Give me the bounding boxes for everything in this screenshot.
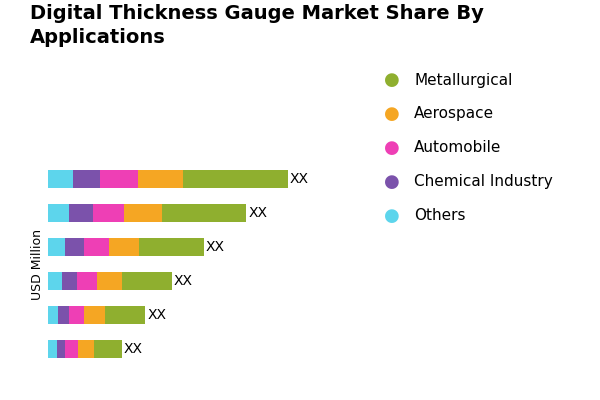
Bar [48, 238, 65, 256]
Bar [124, 204, 161, 222]
Y-axis label: USD Million: USD Million [31, 228, 44, 300]
Text: Chemical Industry: Chemical Industry [414, 174, 553, 190]
Bar [58, 306, 69, 324]
Text: XX: XX [173, 274, 193, 288]
Text: Applications: Applications [30, 28, 166, 47]
Bar [48, 306, 58, 324]
Bar [77, 272, 97, 290]
Bar [84, 238, 109, 256]
Bar [84, 306, 106, 324]
Bar [138, 170, 183, 188]
Text: Metallurgical: Metallurgical [414, 72, 512, 88]
Bar [100, 170, 138, 188]
Text: Aerospace: Aerospace [414, 106, 494, 122]
Text: ●: ● [384, 207, 400, 225]
Bar [97, 272, 122, 290]
Bar [73, 170, 100, 188]
Bar [122, 272, 172, 290]
Bar [109, 238, 139, 256]
Text: ●: ● [384, 105, 400, 123]
Text: Digital Thickness Gauge Market Share By: Digital Thickness Gauge Market Share By [30, 4, 484, 23]
Bar [65, 238, 84, 256]
Bar [48, 204, 69, 222]
Bar [69, 204, 93, 222]
Text: ●: ● [384, 139, 400, 157]
Bar [62, 272, 77, 290]
Text: XX: XX [248, 206, 268, 220]
Bar [69, 306, 84, 324]
Bar [93, 204, 124, 222]
Bar [48, 340, 57, 358]
Bar [78, 340, 94, 358]
Bar [57, 340, 65, 358]
Bar [183, 170, 287, 188]
Text: XX: XX [290, 172, 308, 186]
Text: XX: XX [206, 240, 225, 254]
Text: ●: ● [384, 71, 400, 89]
Bar [48, 170, 73, 188]
Bar [106, 306, 145, 324]
Text: Automobile: Automobile [414, 140, 502, 156]
Text: XX: XX [124, 342, 143, 356]
Bar [48, 272, 62, 290]
Text: ●: ● [384, 173, 400, 191]
Bar [139, 238, 204, 256]
Bar [161, 204, 247, 222]
Bar [65, 340, 78, 358]
Text: XX: XX [148, 308, 166, 322]
Text: Others: Others [414, 208, 466, 224]
Bar [94, 340, 122, 358]
